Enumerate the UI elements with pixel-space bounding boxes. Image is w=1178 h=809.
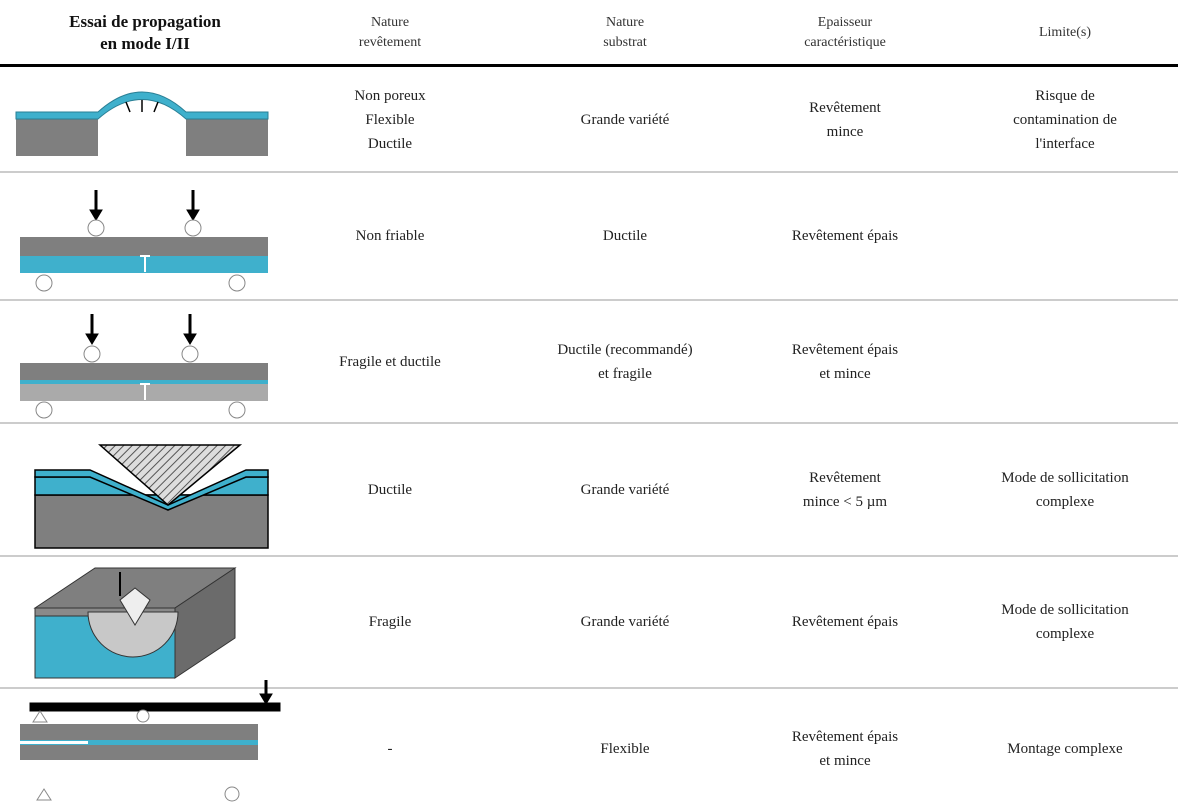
cell-revetement: Fragile et ductile: [300, 300, 480, 423]
cell-epaisseur: Revêtement épais et mince: [760, 300, 930, 423]
text-line: Flexible: [365, 111, 415, 128]
text-line: Epaisseur: [817, 15, 873, 30]
cell-revetement: Fragile: [300, 556, 480, 688]
text-line: Revêtement épais: [791, 341, 899, 358]
text-line: mince < 5 µm: [802, 493, 888, 510]
cell-epaisseur: Revêtement épais et mince: [760, 688, 930, 809]
text-line: et fragile: [598, 365, 652, 382]
text-line: et mince: [819, 752, 871, 769]
cell-epaisseur: Revêtement épais: [760, 556, 930, 688]
cell-substrat: Flexible: [520, 688, 730, 809]
cell-substrat: Grande variété: [520, 67, 730, 172]
text-line: complexe: [1035, 493, 1095, 510]
header-limites: Limite(s): [965, 4, 1165, 62]
text-line: Non friable: [355, 228, 425, 244]
cell-revetement: Non poreux Flexible Ductile: [300, 67, 480, 172]
header-rule: [0, 64, 1178, 67]
cell-epaisseur: Revêtement épais: [760, 172, 930, 300]
diagram-indentation: [34, 444, 269, 549]
text-line: Grande variété: [580, 481, 670, 498]
text-line: Essai de propagation: [69, 12, 221, 31]
text-line: Ductile (recommandé): [557, 341, 693, 358]
text-line: Revêtement épais: [791, 728, 899, 745]
text-line: Ductile: [367, 481, 413, 498]
cell-limites: Montage complexe: [965, 688, 1165, 809]
text-line: l'interface: [1035, 135, 1095, 152]
cell-substrat: Grande variété: [520, 556, 730, 688]
text-line: Non poreux: [354, 87, 426, 104]
diagram-wedge-3d: [33, 567, 237, 679]
header-test: Essai de propagation en mode I/II: [0, 4, 290, 62]
cell-substrat: Ductile: [520, 172, 730, 300]
text-line: Ductile: [367, 135, 413, 152]
cell-revetement: -: [300, 688, 480, 809]
diagram-cantilever: [20, 680, 281, 802]
text-line: substrat: [603, 35, 647, 50]
diagram-four-point: [20, 190, 268, 292]
text-line: Revêtement épais: [791, 228, 899, 244]
header-substrat: Nature substrat: [520, 4, 730, 62]
text-line: Montage complexe: [1007, 740, 1123, 757]
text-line: en mode I/II: [100, 34, 190, 53]
diagram-sandwich: [20, 314, 268, 419]
text-line: Mode de sollicitation: [1001, 469, 1129, 486]
text-line: complexe: [1035, 626, 1095, 642]
text-line: caractéristique: [804, 35, 886, 50]
cell-epaisseur: Revêtement mince < 5 µm: [760, 423, 930, 556]
diagram-blister: [15, 91, 269, 156]
cell-limites: Mode de sollicitation complexe: [965, 556, 1165, 688]
text-line: Revêtement: [809, 469, 881, 486]
text-line: Ductile: [602, 228, 648, 244]
text-line: et mince: [819, 365, 871, 382]
cell-substrat: Grande variété: [520, 423, 730, 556]
text-line: Nature: [605, 15, 645, 30]
text-line: Fragile: [368, 614, 412, 630]
text-line: Grande variété: [580, 614, 670, 630]
cell-epaisseur: Revêtement mince: [760, 67, 930, 172]
text-line: contamination de: [1013, 111, 1117, 128]
text-line: Mode de sollicitation: [1001, 602, 1129, 618]
text-line: revêtement: [358, 35, 422, 50]
text-line: Revêtement: [809, 99, 881, 116]
header-revetement: Nature revêtement: [300, 4, 480, 62]
cell-revetement: Ductile: [300, 423, 480, 556]
text-line: Nature: [370, 15, 410, 30]
text-line: Revêtement épais: [791, 614, 899, 630]
text-line: Grande variété: [580, 111, 670, 128]
cell-limites: Risque de contamination de l'interface: [965, 67, 1165, 172]
cell-revetement: Non friable: [300, 172, 480, 300]
cell-substrat: Ductile (recommandé) et fragile: [520, 300, 730, 423]
row-rules: [0, 171, 1178, 689]
text-line: Risque de: [1035, 87, 1095, 104]
text-line: -: [387, 740, 393, 757]
header-epaisseur: Epaisseur caractéristique: [760, 4, 930, 62]
text-line: Flexible: [600, 740, 650, 757]
text-line: Limite(s): [1038, 25, 1092, 40]
cell-limites: Mode de sollicitation complexe: [965, 423, 1165, 556]
text-line: mince: [826, 123, 864, 140]
text-line: Fragile et ductile: [339, 353, 441, 370]
